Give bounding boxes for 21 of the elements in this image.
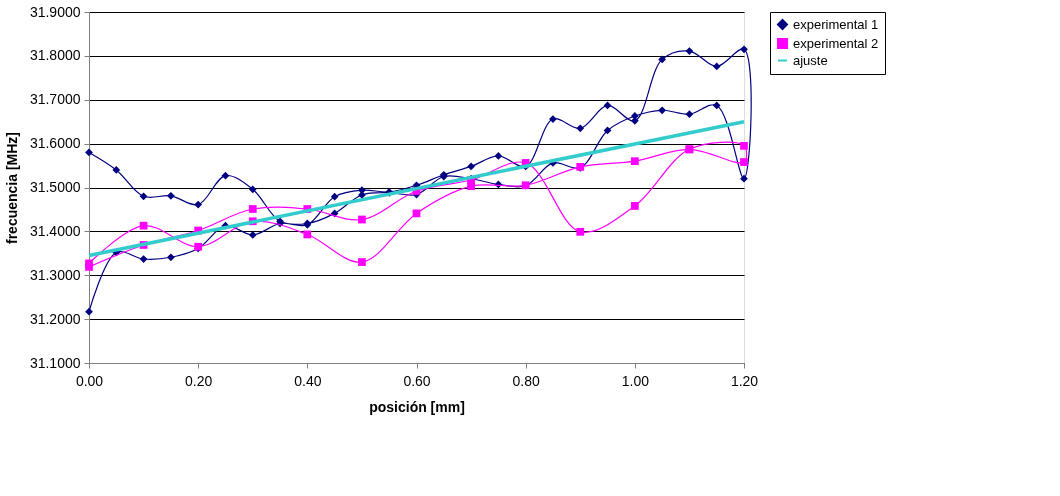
legend-label: experimental 2 [793,35,879,51]
legend-label: experimental 1 [793,16,879,32]
y-tick-label: 31.8000 [29,47,81,64]
x-tick-label: 0.40 [294,372,322,389]
x-tick-label: 0.20 [185,372,213,389]
y-tick-label: 31.3000 [29,266,81,283]
x-axis-title: posición [mm] [369,398,465,415]
x-tick-label: 0.60 [403,372,431,389]
x-tick-label: 1.20 [730,372,759,389]
y-tick-label: 31.6000 [29,135,81,152]
y-tick-label: 31.2000 [29,310,81,327]
y-axis-title: frecuencia [MHz] [3,131,20,245]
y-tick-label: 31.1000 [29,354,81,371]
y-tick-label: 31.4000 [29,222,81,239]
y-tick-label: 31.9000 [29,3,81,20]
y-tick-label: 31.5000 [29,179,81,195]
x-tick-label: 1.00 [621,372,650,389]
x-tick-label: 0.80 [512,372,540,389]
x-tick-label: 0.00 [75,372,104,389]
y-tick-label: 31.7000 [29,91,81,108]
legend-label: ajuste [793,52,828,68]
